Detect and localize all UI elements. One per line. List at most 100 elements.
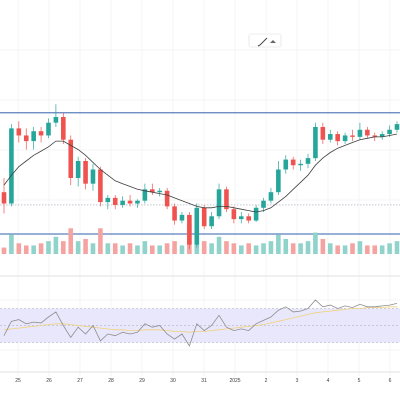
candle bbox=[372, 135, 378, 137]
candle bbox=[172, 206, 177, 221]
x-axis-label: 25 bbox=[15, 378, 21, 384]
volume-bar bbox=[261, 243, 266, 254]
rsi-line bbox=[3, 299, 398, 347]
x-axis-label: 6 bbox=[389, 378, 392, 384]
candle bbox=[238, 216, 244, 220]
volume-bar bbox=[31, 245, 36, 254]
moving-average bbox=[3, 133, 398, 213]
drawing-toolbar bbox=[248, 33, 282, 48]
volume-bar bbox=[268, 241, 274, 254]
volume-bar bbox=[16, 243, 22, 254]
candle bbox=[276, 169, 281, 193]
volume-bar bbox=[105, 243, 111, 254]
volume-bar bbox=[46, 241, 51, 254]
x-axis-label: 4 bbox=[327, 378, 330, 384]
candle bbox=[46, 122, 51, 136]
candle bbox=[335, 134, 340, 142]
volume-bar bbox=[276, 234, 281, 254]
volume-bar bbox=[142, 241, 148, 254]
volume-bar bbox=[327, 243, 333, 254]
volume-bar bbox=[38, 243, 44, 254]
volume-bar bbox=[90, 243, 96, 254]
moving-average-line bbox=[3, 133, 398, 213]
candle bbox=[112, 197, 118, 205]
volume-bar bbox=[172, 241, 177, 254]
volume-bar bbox=[120, 245, 125, 254]
volume-bar bbox=[23, 245, 29, 254]
volume-bar bbox=[320, 239, 326, 254]
candles bbox=[1, 104, 400, 249]
candle bbox=[379, 134, 385, 137]
candle bbox=[9, 128, 14, 204]
candle bbox=[305, 158, 311, 164]
candle bbox=[394, 124, 400, 130]
candle bbox=[290, 159, 296, 166]
candle bbox=[150, 189, 155, 193]
volume-bar bbox=[98, 228, 103, 254]
candle bbox=[16, 128, 22, 136]
volume-bar bbox=[61, 241, 66, 254]
volume-bar bbox=[313, 232, 318, 254]
candle bbox=[357, 129, 363, 137]
candle bbox=[1, 192, 7, 204]
candle bbox=[157, 190, 163, 193]
x-axis-label: 26 bbox=[46, 378, 52, 384]
candle bbox=[231, 209, 237, 220]
volume-bar bbox=[157, 245, 163, 254]
candle bbox=[201, 207, 207, 227]
candle bbox=[135, 200, 140, 204]
candle bbox=[38, 131, 44, 136]
x-axis-label: 3 bbox=[296, 378, 299, 384]
candle bbox=[61, 117, 66, 140]
volume-bar bbox=[231, 243, 237, 254]
candle bbox=[350, 135, 355, 137]
candle bbox=[298, 163, 303, 166]
pencil-shaft bbox=[259, 37, 268, 46]
candle bbox=[179, 214, 185, 221]
candle bbox=[342, 135, 348, 142]
volume-bar bbox=[9, 234, 14, 254]
x-axis-label: 31 bbox=[201, 378, 207, 384]
candle bbox=[164, 190, 170, 207]
candle bbox=[209, 216, 214, 227]
candle bbox=[365, 129, 370, 136]
volume-bar bbox=[365, 245, 370, 254]
volume-bar bbox=[387, 243, 392, 254]
candle bbox=[68, 139, 74, 178]
candle bbox=[224, 189, 229, 210]
candle bbox=[83, 160, 88, 184]
volume-bar bbox=[394, 241, 400, 254]
volume-bar bbox=[83, 239, 88, 254]
volume-bar bbox=[127, 243, 133, 254]
x-axis-label: 27 bbox=[77, 378, 83, 384]
candle bbox=[216, 189, 222, 217]
candle bbox=[31, 131, 36, 142]
volume-bar bbox=[1, 247, 7, 254]
x-axis-label: 2025 bbox=[229, 378, 240, 384]
candle bbox=[187, 214, 192, 245]
volume-bar bbox=[342, 245, 348, 254]
candle bbox=[75, 160, 81, 178]
candle bbox=[23, 135, 29, 142]
volume-bar bbox=[246, 243, 251, 254]
candle bbox=[283, 159, 289, 170]
candle bbox=[320, 126, 326, 140]
volume-bar bbox=[372, 245, 378, 254]
candle bbox=[327, 134, 333, 140]
candle bbox=[120, 200, 125, 205]
pencil-icon[interactable] bbox=[257, 37, 268, 47]
volume-bar bbox=[290, 243, 296, 254]
candle bbox=[127, 200, 133, 204]
volume-bar bbox=[350, 243, 355, 254]
caret-up-icon[interactable] bbox=[270, 40, 276, 43]
candle bbox=[142, 189, 148, 201]
candle bbox=[53, 117, 59, 123]
candle bbox=[246, 216, 251, 221]
x-axis-label: 29 bbox=[139, 378, 145, 384]
volume-bar bbox=[216, 236, 222, 254]
volume-bar bbox=[298, 243, 303, 254]
candle bbox=[253, 207, 259, 221]
volume-bar bbox=[209, 243, 214, 254]
x-axis: 25 26 27 28 29 30 31 2025 2 3 4 5 6 bbox=[15, 378, 391, 384]
